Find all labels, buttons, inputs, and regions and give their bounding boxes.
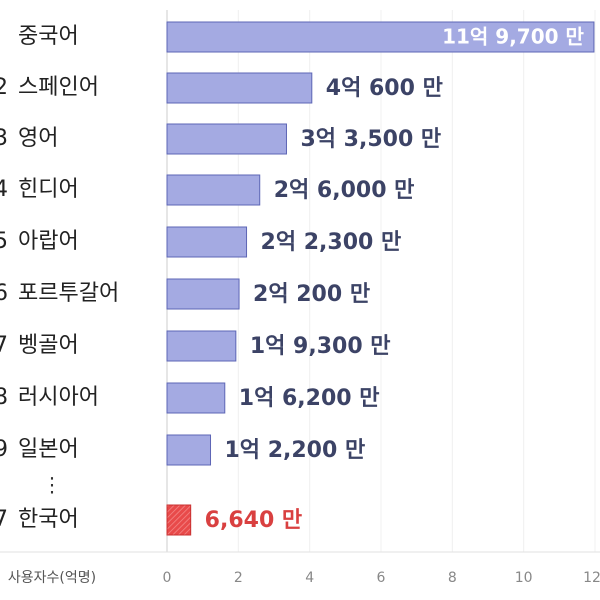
value-label: 2억 2,300 만 bbox=[261, 230, 402, 255]
x-tick-label: 12 bbox=[583, 570, 600, 586]
rank-label: 3 bbox=[0, 126, 8, 151]
value-label: 1억 9,300 만 bbox=[250, 334, 391, 359]
rank-label: 5 bbox=[0, 229, 8, 254]
x-tick-label: 4 bbox=[305, 570, 314, 586]
category-label: 일본어 bbox=[18, 437, 79, 462]
rank-label: 17 bbox=[0, 507, 8, 532]
category-label: 스페인어 bbox=[18, 75, 99, 100]
bar bbox=[166, 434, 212, 466]
x-tick-label: 0 bbox=[163, 570, 172, 586]
gap-marker: ⋮ bbox=[42, 473, 62, 497]
rank-label: 9 bbox=[0, 437, 8, 462]
bar bbox=[166, 382, 226, 414]
bar bbox=[166, 72, 313, 104]
rank-label: 6 bbox=[0, 281, 8, 306]
bar bbox=[166, 21, 595, 53]
value-label: 1억 2,200 만 bbox=[225, 438, 366, 463]
category-label: 중국어 bbox=[18, 24, 79, 49]
x-axis-label: 사용자수(억명) bbox=[8, 570, 96, 586]
rank-label: 4 bbox=[0, 177, 8, 202]
category-label: 영어 bbox=[18, 126, 58, 151]
x-tick-label: 2 bbox=[234, 570, 243, 586]
x-tick-label: 6 bbox=[377, 570, 386, 586]
category-label: 벵골어 bbox=[18, 333, 79, 358]
value-label: 2억 6,000 만 bbox=[274, 178, 415, 203]
value-label: 2억 200 만 bbox=[253, 282, 370, 307]
category-label: 힌디어 bbox=[18, 177, 79, 202]
rank-label: 2 bbox=[0, 75, 8, 100]
category-label: 아랍어 bbox=[18, 229, 79, 254]
bar bbox=[166, 123, 287, 155]
bar bbox=[166, 504, 192, 536]
bar bbox=[166, 278, 240, 310]
value-label: 3억 3,500 만 bbox=[300, 127, 441, 152]
x-tick-label: 10 bbox=[515, 570, 533, 586]
value-label: 6,640 만 bbox=[205, 508, 303, 533]
category-label: 한국어 bbox=[18, 507, 79, 532]
value-label: 4억 600 만 bbox=[326, 76, 443, 101]
category-label: 포르투갈어 bbox=[18, 281, 119, 306]
bar bbox=[166, 330, 237, 362]
value-label: 1억 6,200 만 bbox=[239, 386, 380, 411]
value-label: 11억 9,700 만 bbox=[442, 25, 584, 49]
rank-label: 8 bbox=[0, 385, 8, 410]
category-label: 러시아어 bbox=[18, 385, 99, 410]
x-tick-label: 8 bbox=[448, 570, 457, 586]
bar bbox=[166, 174, 261, 206]
rank-label: 7 bbox=[0, 333, 8, 358]
bar bbox=[166, 226, 248, 258]
